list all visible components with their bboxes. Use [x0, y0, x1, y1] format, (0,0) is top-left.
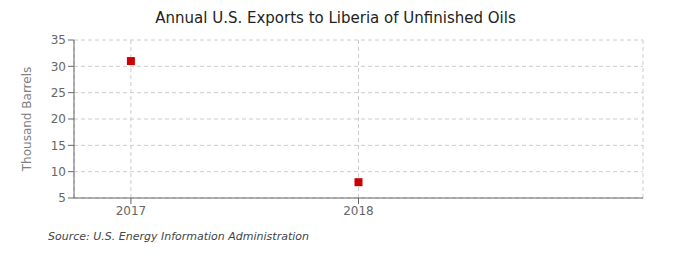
svg-text:2017: 2017: [116, 204, 147, 218]
svg-text:10: 10: [51, 165, 66, 179]
svg-text:30: 30: [51, 60, 66, 74]
svg-text:35: 35: [51, 33, 66, 47]
html-text:Source: U.S. Energy Informatio: Source: U.S. Energy Information Administ…: [48, 230, 309, 243]
svg-text:Thousand Barrels: Thousand Barrels: [20, 67, 34, 172]
svg-text:15: 15: [51, 139, 66, 153]
html-text:Annual U.S. Exports to Liberia: Annual U.S. Exports to Liberia of Unfini…: [155, 9, 516, 27]
svg-text:2018: 2018: [343, 204, 374, 218]
svg-text:25: 25: [51, 86, 66, 100]
svg-text:5: 5: [58, 191, 66, 205]
svg-text:20: 20: [51, 112, 66, 126]
